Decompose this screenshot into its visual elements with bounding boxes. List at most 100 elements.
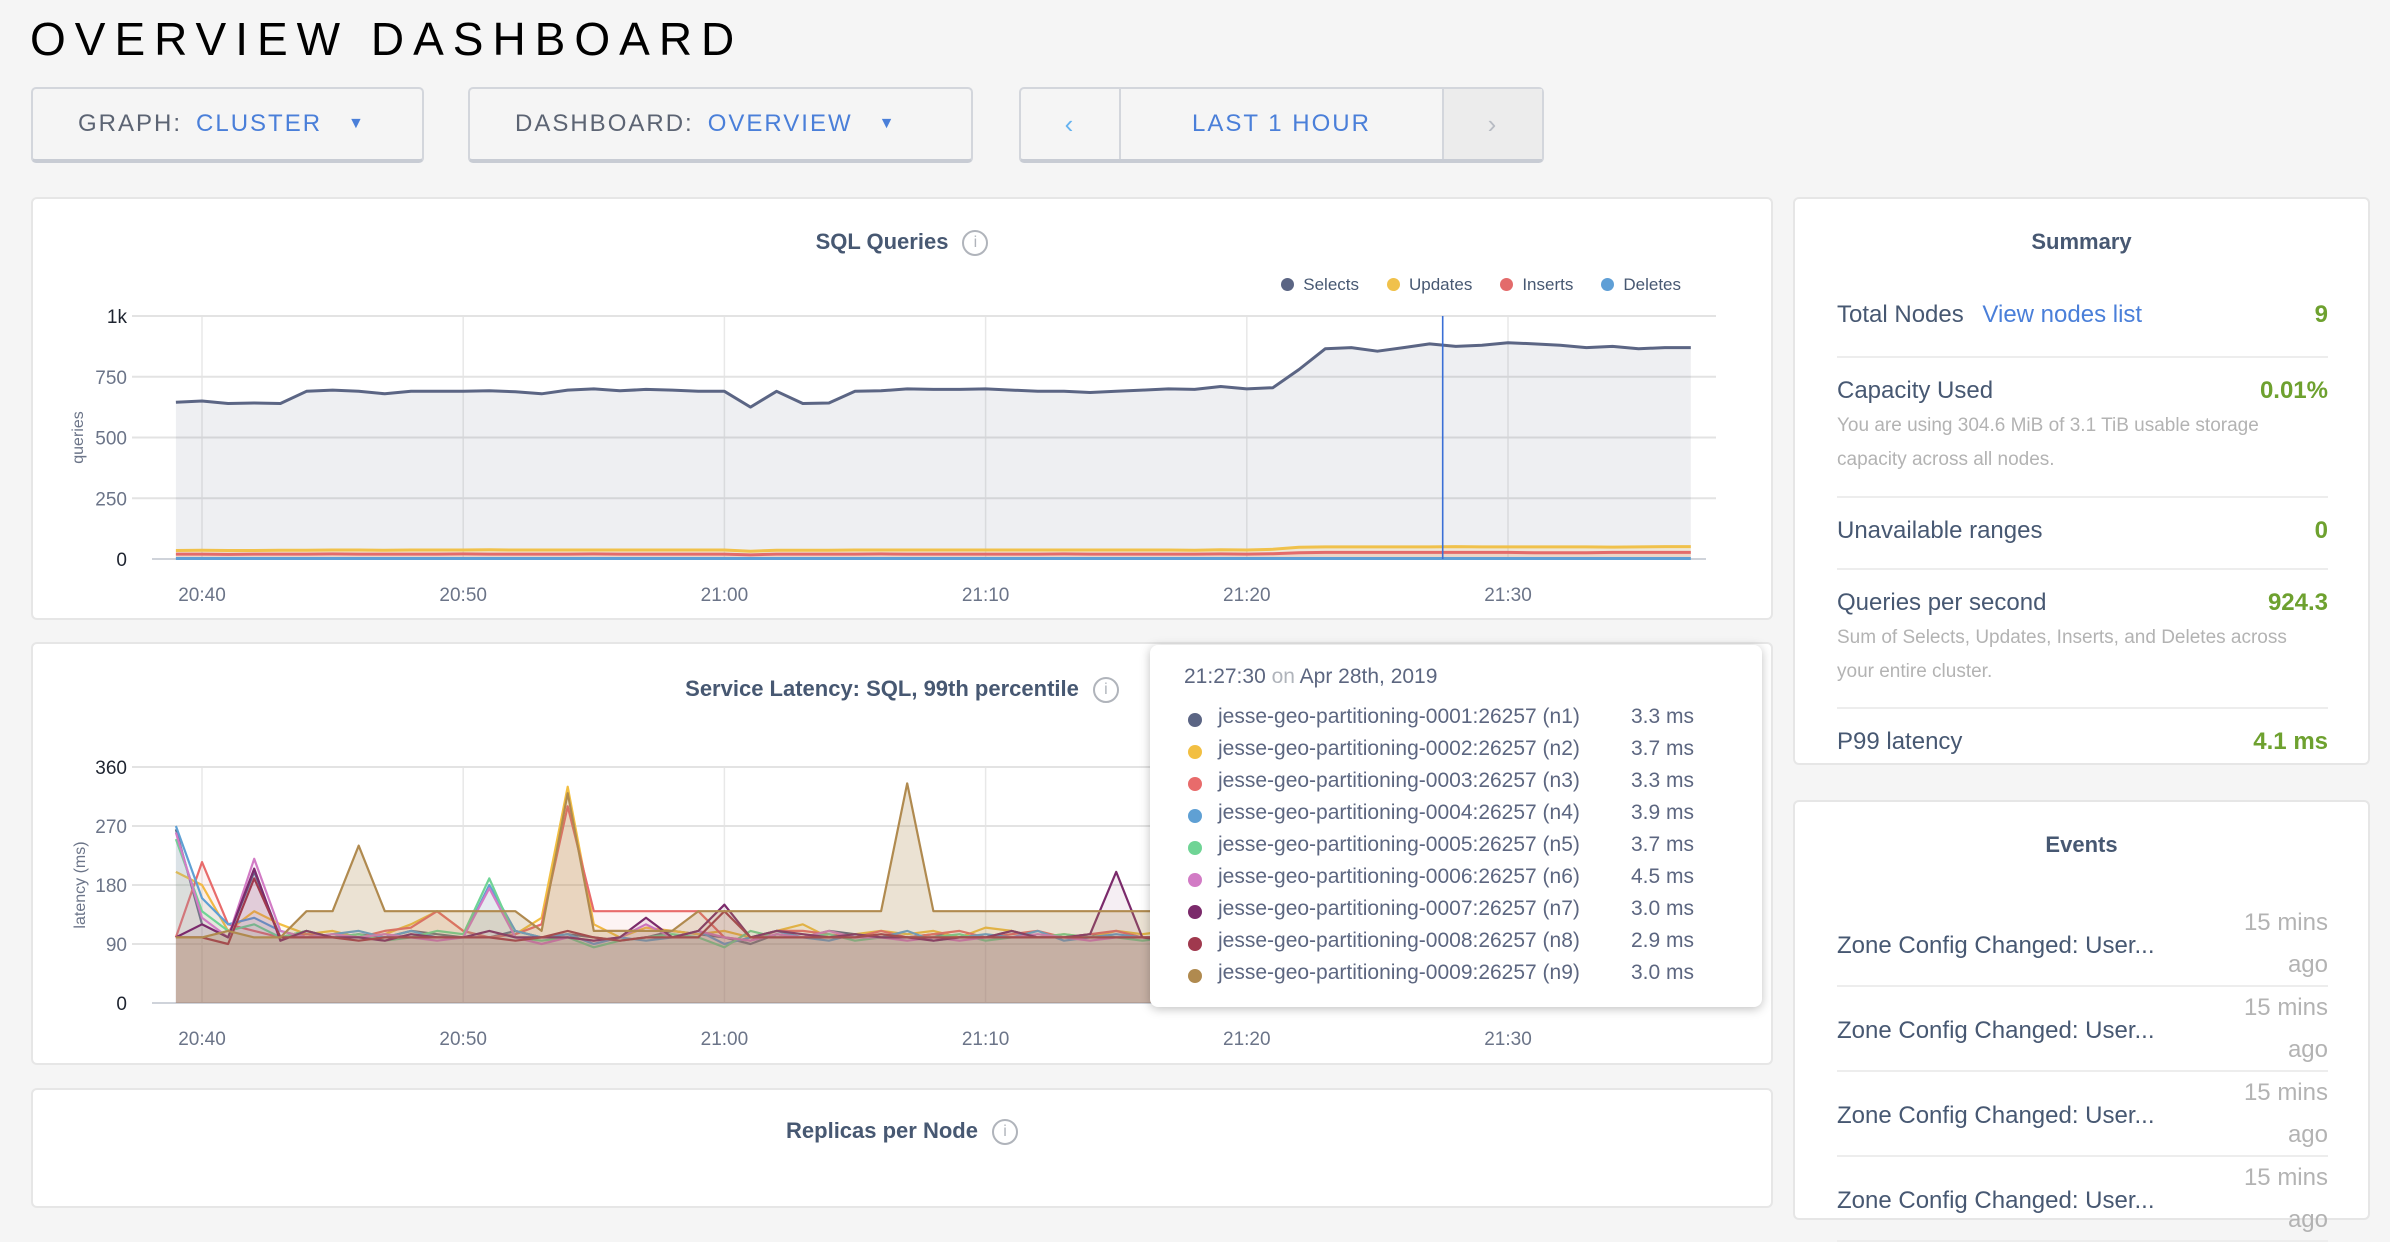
- dashboard-dropdown[interactable]: DASHBOARD: OVERVIEW ▼: [468, 87, 973, 163]
- graph-label: GRAPH:: [78, 110, 183, 137]
- y-tick-label: 1k: [107, 307, 128, 328]
- chevron-left-icon[interactable]: ‹: [1021, 89, 1121, 159]
- chart-title-row: SQL Queries i: [33, 229, 1771, 257]
- event-item[interactable]: Zone Config Changed: User... 15 mins ago: [1837, 902, 2328, 987]
- series-dot: [1188, 809, 1202, 823]
- x-tick-label: 21:20: [1223, 585, 1271, 606]
- tooltip-row: jesse-geo-partitioning-0008:26257 (n8) 2.…: [1184, 929, 1744, 961]
- page-title: OVERVIEW DASHBOARD: [30, 13, 744, 65]
- unavailable-row: Unavailable ranges 0: [1837, 517, 2328, 545]
- info-icon[interactable]: i: [962, 230, 989, 257]
- graph-value: CLUSTER: [196, 110, 323, 137]
- node-value: 3.3 ms: [1631, 769, 1695, 792]
- info-icon[interactable]: i: [991, 1119, 1018, 1146]
- event-time: 15 mins ago: [2243, 1164, 2328, 1233]
- sql-queries-card: SQL Queries i Selects Updates Inserts Delete…: [31, 197, 1773, 620]
- event-time: 15 mins ago: [2243, 1079, 2328, 1148]
- legend-dot: [1601, 278, 1615, 291]
- legend-item[interactable]: Updates: [1387, 275, 1472, 295]
- replicas-card: Replicas per Node i: [31, 1088, 1773, 1208]
- total-nodes-row: Total Nodes View nodes list 9: [1837, 301, 2328, 329]
- node-value: 4.5 ms: [1631, 865, 1695, 888]
- tooltip-row: jesse-geo-partitioning-0006:26257 (n6) 4.…: [1184, 865, 1744, 897]
- divider: [1837, 496, 2328, 498]
- x-tick-label: 21:00: [701, 1029, 749, 1050]
- legend-item[interactable]: Selects: [1281, 275, 1359, 295]
- legend-item[interactable]: Inserts: [1500, 275, 1573, 295]
- legend-item[interactable]: Deletes: [1601, 275, 1681, 295]
- series-line[interactable]: [175, 341, 1691, 409]
- view-nodes-link[interactable]: View nodes list: [1982, 301, 2143, 328]
- y-axis-label: queries: [70, 411, 87, 463]
- legend-label: Inserts: [1522, 275, 1574, 294]
- qps-label: Queries per second: [1837, 589, 2047, 616]
- node-name: jesse-geo-partitioning-0009:26257 (n9): [1218, 961, 1580, 984]
- summary-card: Summary Total Nodes View nodes list 9 Ca…: [1793, 197, 2370, 765]
- event-text: Zone Config Changed: User...: [1837, 1017, 2155, 1044]
- dashboard-label: DASHBOARD:: [515, 110, 694, 137]
- qps-value: 924.3: [2267, 589, 2328, 616]
- chart-title-row: Replicas per Node i: [33, 1118, 1771, 1146]
- chevron-right-icon[interactable]: ›: [1442, 89, 1542, 159]
- node-name: jesse-geo-partitioning-0004:26257 (n4): [1218, 801, 1580, 824]
- series-line[interactable]: [175, 545, 1691, 553]
- qps-desc: Sum of Selects, Updates, Inserts, and De…: [1837, 627, 2287, 682]
- event-item[interactable]: Zone Config Changed: User... 15 mins ago: [1837, 1072, 2328, 1157]
- tooltip-row: jesse-geo-partitioning-0001:26257 (n1) 3.…: [1184, 705, 1744, 737]
- x-tick-label: 21:10: [962, 1029, 1010, 1050]
- total-nodes-value: 9: [2314, 301, 2328, 328]
- node-value: 3.0 ms: [1631, 897, 1695, 920]
- caret-down-icon: ▼: [878, 115, 897, 132]
- node-value: 3.3 ms: [1631, 705, 1695, 728]
- event-item[interactable]: Zone Config Changed: User... 15 mins ago: [1837, 987, 2328, 1072]
- capacity-value: 0.01%: [2259, 377, 2328, 404]
- time-range-button[interactable]: LAST 1 HOUR: [1192, 110, 1371, 137]
- chart-title: Service Latency: SQL, 99th percentile: [685, 676, 1079, 701]
- time-range-selector: ‹ LAST 1 HOUR ›: [1019, 87, 1544, 163]
- y-tick-label: 250: [95, 489, 127, 510]
- series-dot: [1188, 713, 1202, 727]
- events-card: Events Zone Config Changed: User... 15 mi…: [1793, 800, 2370, 1242]
- y-tick-label: 750: [95, 368, 127, 389]
- legend-label: Selects: [1303, 275, 1359, 294]
- chart-tooltip: 21:27:30 on Apr 28th, 2019 jesse-geo-par…: [1150, 645, 1762, 1007]
- tooltip-header: 21:27:30 on Apr 28th, 2019: [1184, 665, 1438, 688]
- chart-title-row: Service Latency: SQL, 99th percentile i: [33, 676, 1771, 704]
- series-area: [175, 786, 1691, 1003]
- legend-dot: [1281, 278, 1295, 291]
- y-tick-label: 270: [95, 817, 127, 838]
- sql-queries-chart[interactable]: 20:40 20:50 21:00 21:10 21:20 21:30 0 250 500 750…: [33, 199, 1775, 622]
- event-text: Zone Config Changed: User...: [1837, 1187, 2155, 1214]
- series-dot: [1188, 905, 1202, 919]
- x-tick-label: 21:00: [701, 585, 749, 606]
- y-tick-label: 90: [106, 935, 127, 956]
- x-tick-label: 20:40: [178, 1029, 226, 1050]
- caret-down-icon: ▼: [348, 115, 366, 132]
- summary-title: Summary: [2031, 229, 2132, 254]
- node-name: jesse-geo-partitioning-0005:26257 (n5): [1218, 833, 1580, 856]
- divider: [1837, 356, 2328, 358]
- event-time: 15 mins ago: [2243, 909, 2328, 978]
- y-tick-label: 500: [95, 429, 127, 450]
- tooltip-row: jesse-geo-partitioning-0004:26257 (n4) 3.…: [1184, 801, 1744, 833]
- node-name: jesse-geo-partitioning-0001:26257 (n1): [1218, 705, 1580, 728]
- tooltip-row: jesse-geo-partitioning-0009:26257 (n9) 3.…: [1184, 961, 1744, 993]
- node-name: jesse-geo-partitioning-0002:26257 (n2): [1218, 737, 1580, 760]
- tooltip-row: jesse-geo-partitioning-0002:26257 (n2) 3.…: [1184, 737, 1744, 769]
- tooltip-row: jesse-geo-partitioning-0005:26257 (n5) 3.…: [1184, 833, 1744, 865]
- graph-dropdown[interactable]: GRAPH: CLUSTER ▼: [31, 87, 424, 163]
- capacity-label: Capacity Used: [1837, 377, 1994, 404]
- node-value: 3.7 ms: [1631, 737, 1695, 760]
- series-line[interactable]: [175, 550, 1691, 557]
- total-nodes-label: Total Nodes: [1837, 301, 1964, 328]
- tooltip-row: jesse-geo-partitioning-0007:26257 (n7) 3.…: [1184, 897, 1744, 929]
- p99-row: P99 latency 4.1 ms: [1837, 728, 2328, 756]
- info-icon[interactable]: i: [1092, 677, 1119, 704]
- event-item[interactable]: Zone Config Changed: User... 15 mins ago: [1837, 1157, 2328, 1242]
- y-tick-label: 180: [95, 876, 127, 897]
- qps-row: Queries per second 924.3 Sum of Selects,…: [1837, 589, 2328, 689]
- x-tick-label: 20:40: [178, 585, 226, 606]
- x-tick-label: 21:30: [1484, 1029, 1532, 1050]
- series-dot: [1188, 777, 1202, 791]
- legend-label: Updates: [1409, 275, 1473, 294]
